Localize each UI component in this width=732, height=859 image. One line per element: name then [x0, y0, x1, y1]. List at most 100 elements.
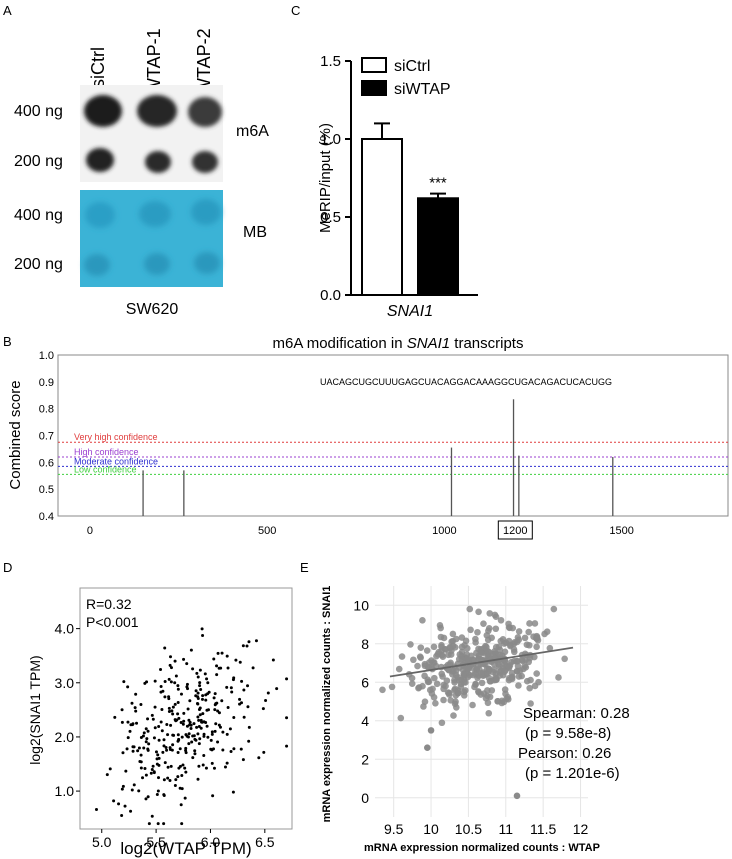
chart-e-point	[484, 699, 492, 707]
chart-d-point	[240, 679, 244, 683]
chart-d-point	[125, 747, 129, 751]
chart-e-point	[432, 699, 439, 707]
chart-d-point	[242, 715, 246, 719]
panel-e: E 0 2 4 6 8 10 9.5 10 10.5 11 11.5 12 Spearman: 0.28…	[300, 560, 630, 854]
chart-d-point	[196, 675, 200, 679]
chart-d-point	[138, 760, 142, 764]
chart-d-point	[139, 753, 143, 757]
chart-e-point	[455, 677, 463, 684]
chart-e-point	[511, 638, 518, 646]
chart-d-point	[178, 764, 182, 768]
chart-d-point	[206, 681, 210, 685]
chart-e-stat: Spearman: 0.28	[523, 705, 630, 722]
chart-c-legend-siwtap: siWTAP	[394, 81, 451, 98]
chart-e-point	[555, 674, 562, 681]
chart-d-point	[151, 717, 155, 721]
chart-d-point	[153, 726, 157, 730]
chart-d-point	[176, 775, 180, 779]
chart-b-y-tick-label: 0.8	[39, 404, 54, 416]
m6a-dot-siwtap1-400	[137, 95, 177, 127]
chart-e-x-label: mRNA expression normalized counts : WTAP	[364, 842, 600, 854]
chart-e-y-tick-label: 2	[361, 751, 369, 767]
chart-e-point	[462, 687, 469, 694]
chart-d-point	[229, 750, 233, 754]
chart-d-point	[246, 684, 250, 688]
chart-c-y-label: MeRIP/input (%)	[317, 123, 334, 233]
chart-e-point	[421, 672, 428, 680]
chart-d-point	[206, 708, 210, 712]
chart-d-point	[162, 778, 166, 782]
chart-d-point	[180, 735, 184, 739]
chart-d-point	[121, 751, 125, 755]
panel-label-e: E	[300, 560, 309, 575]
chart-d-point	[215, 664, 219, 668]
chart-d-point	[128, 729, 132, 733]
chart-d-point	[113, 715, 117, 719]
chart-d-point	[212, 766, 216, 770]
chart-d-x-tick-label: 6.0	[201, 834, 221, 850]
chart-d-point	[120, 813, 124, 817]
chart-d-point	[220, 651, 224, 655]
chart-d-point	[193, 749, 197, 753]
m6a-dot-sictrl-400	[84, 95, 122, 127]
chart-e-point	[515, 673, 523, 680]
chart-d-point	[181, 722, 185, 726]
chart-d-point	[152, 736, 156, 740]
chart-d-point	[196, 732, 200, 736]
chart-b-threshold-label: Low confidence	[74, 464, 137, 474]
chart-d-y-tick-label: 3.0	[55, 675, 75, 691]
chart-d-point	[176, 700, 180, 704]
chart-d-point	[156, 789, 160, 793]
row-label-mb-200: 200 ng	[14, 256, 63, 273]
chart-e-point	[515, 628, 523, 635]
chart-e-x-tick-label: 11.5	[530, 821, 556, 837]
chart-d-point	[139, 735, 143, 739]
chart-d-point	[173, 681, 177, 685]
chart-d-point	[185, 734, 189, 738]
chart-d-point	[202, 720, 206, 724]
chart-d-point	[247, 640, 251, 644]
chart-d-point	[285, 716, 289, 720]
chart-e-y-tick-label: 10	[353, 597, 369, 613]
chart-d-point	[184, 770, 188, 774]
chart-d-point	[204, 766, 208, 770]
chart-d-point	[203, 672, 207, 676]
chart-e-point	[407, 641, 414, 648]
chart-e-point	[472, 635, 479, 643]
chart-d-point	[200, 697, 204, 701]
chart-e-point	[419, 617, 426, 624]
chart-d-point	[147, 742, 151, 746]
chart-d-point	[123, 804, 127, 808]
chart-d-point	[216, 709, 220, 713]
chart-e-trend-line	[389, 646, 574, 678]
chart-d-point	[145, 737, 149, 741]
mb-dot-siwtap2-200	[194, 252, 220, 274]
chart-e-point	[496, 663, 503, 671]
chart-d-stat-p: P<0.001	[86, 614, 139, 630]
chart-d-point	[205, 677, 209, 681]
chart-d-point	[133, 706, 137, 710]
chart-e-point	[530, 633, 537, 640]
chart-d-point	[129, 809, 133, 813]
chart-e-stat: (p = 1.201e-6)	[525, 765, 620, 782]
chart-e-y-tick-label: 4	[361, 713, 369, 729]
chart-c-y-tick-label: 1.0	[320, 131, 341, 148]
chart-e-x-tick-label: 9.5	[384, 821, 404, 837]
chart-d-point	[130, 788, 134, 792]
chart-d-point	[176, 712, 180, 716]
chart-d-point	[179, 803, 183, 807]
chart-d-point	[204, 698, 208, 702]
chart-d-point	[271, 658, 275, 662]
chart-d-point	[155, 757, 159, 761]
chart-d-point	[187, 732, 191, 736]
chart-d-point	[191, 667, 195, 671]
chart-d-point	[142, 731, 146, 735]
chart-d-point	[185, 682, 189, 686]
chart-e-point	[379, 686, 386, 694]
chart-d-point	[166, 765, 170, 769]
chart-e-point	[398, 653, 406, 660]
chart-d-point	[231, 678, 235, 682]
chart-e-point	[509, 624, 517, 632]
chart-e-point	[463, 651, 471, 658]
chart-d-point	[173, 702, 177, 706]
